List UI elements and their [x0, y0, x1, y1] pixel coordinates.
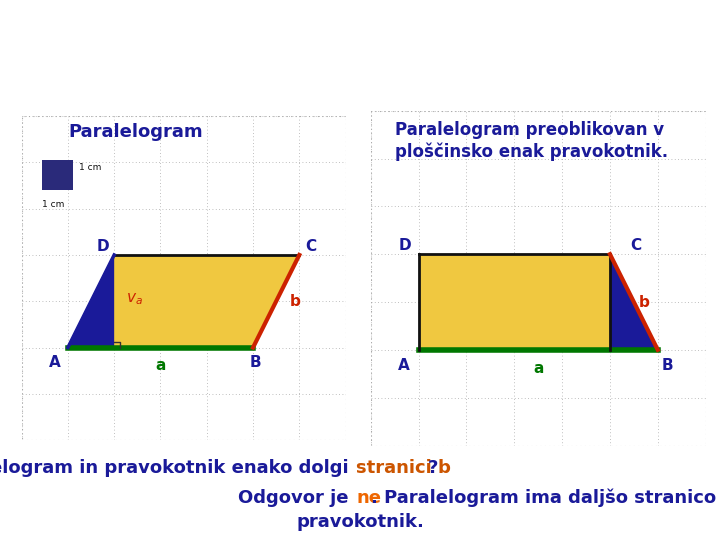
Bar: [42, 160, 73, 190]
Text: C: C: [305, 239, 317, 254]
Text: Ali imata paralelogram in pravokotnik enako dolgi: Ali imata paralelogram in pravokotnik en…: [0, 458, 355, 477]
Text: D: D: [399, 238, 412, 253]
Text: a: a: [533, 361, 544, 375]
Text: pravokotnik.: pravokotnik.: [296, 513, 424, 531]
Text: B: B: [250, 355, 261, 370]
Text: 1 cm: 1 cm: [78, 164, 101, 172]
Polygon shape: [610, 254, 658, 350]
Text: ?: ?: [428, 458, 438, 477]
Text: . Paralelogram ima daljšo stranico b kot: . Paralelogram ima daljšo stranico b kot: [371, 489, 720, 507]
Polygon shape: [418, 254, 610, 350]
Text: D: D: [96, 239, 109, 254]
Text: A: A: [398, 357, 410, 373]
Text: ne: ne: [356, 489, 381, 507]
Text: 1 cm: 1 cm: [42, 200, 65, 210]
Text: A: A: [49, 355, 60, 370]
Text: b: b: [290, 294, 301, 309]
Polygon shape: [68, 255, 114, 348]
Text: $v_a$: $v_a$: [126, 291, 143, 307]
Text: stranici b: stranici b: [356, 458, 451, 477]
Text: a: a: [156, 357, 166, 373]
Polygon shape: [68, 255, 300, 348]
Text: B: B: [662, 357, 673, 373]
Text: C: C: [631, 238, 642, 253]
Text: Paralelogram preoblikovan v
ploščinsko enak pravokotnik.: Paralelogram preoblikovan v ploščinsko e…: [395, 121, 668, 160]
Text: Odgovor je: Odgovor je: [238, 489, 355, 507]
Text: b: b: [639, 294, 650, 309]
Text: Paralelogram: Paralelogram: [68, 123, 202, 141]
